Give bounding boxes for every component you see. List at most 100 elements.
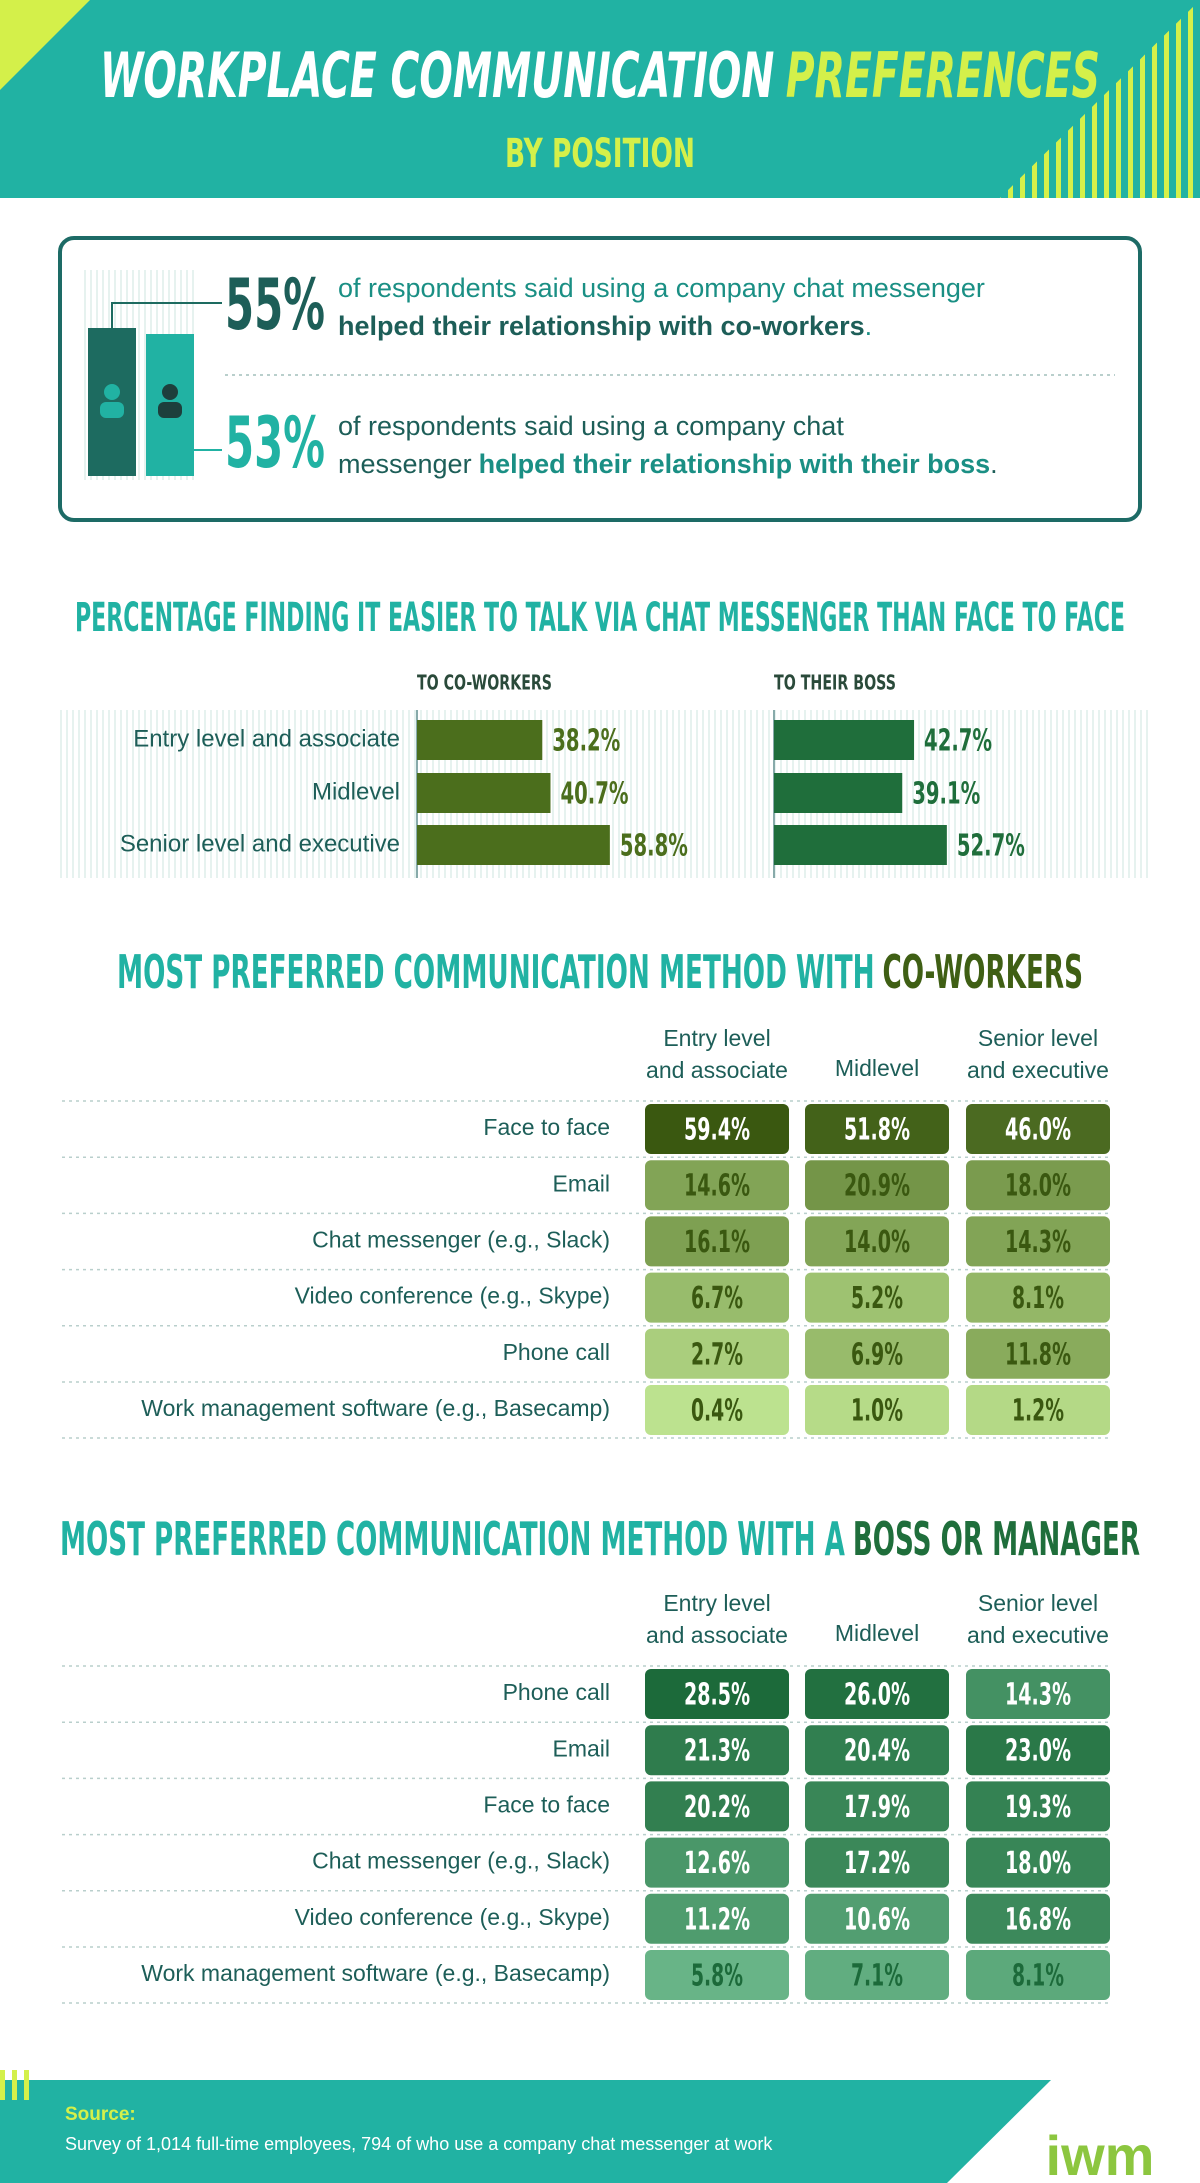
heat-cell bbox=[645, 1328, 789, 1379]
cell-value: 17.9% bbox=[844, 1790, 910, 1825]
heat-cell bbox=[805, 1104, 949, 1154]
title-accent: PREFERENCES bbox=[786, 39, 1100, 112]
header-decor bbox=[1000, 0, 1200, 198]
cell-value: 28.5% bbox=[684, 1678, 750, 1713]
heat-cell bbox=[645, 1104, 789, 1154]
stat-emphasis: helped their relationship with co-worker… bbox=[338, 311, 865, 341]
stat-text: of respondents said using a company chat bbox=[338, 411, 844, 441]
table-title-accent: CO-WORKERS bbox=[883, 945, 1083, 999]
heat-cell bbox=[966, 1385, 1110, 1435]
heat-cell bbox=[645, 1669, 789, 1719]
bar bbox=[417, 720, 543, 760]
cell-value: 23.0% bbox=[1005, 1734, 1071, 1769]
row-label: Video conference (e.g., Skype) bbox=[295, 1283, 610, 1309]
cell-value: 26.0% bbox=[844, 1678, 910, 1713]
heat-cell bbox=[645, 1160, 789, 1211]
cell-value: 1.0% bbox=[851, 1394, 903, 1429]
heat-cell bbox=[645, 1893, 789, 1944]
cell-value: 16.1% bbox=[684, 1225, 750, 1260]
column-header: and associate bbox=[646, 1057, 788, 1083]
row-label: Face to face bbox=[483, 1114, 610, 1140]
row-label: Face to face bbox=[483, 1791, 610, 1817]
value-label: 39.1% bbox=[912, 777, 980, 812]
heat-cell bbox=[805, 1328, 949, 1379]
heat-cell bbox=[805, 1725, 949, 1776]
cell-value: 19.3% bbox=[1005, 1790, 1071, 1825]
value-label: 52.7% bbox=[957, 829, 1025, 864]
category-label: Entry level and associate bbox=[133, 725, 400, 752]
heat-cell bbox=[966, 1725, 1110, 1776]
row-label: Email bbox=[552, 1170, 610, 1196]
stat-emphasis: helped their relationship with their bos… bbox=[479, 449, 991, 479]
footer-band bbox=[0, 2080, 1051, 2183]
icon-person bbox=[104, 384, 120, 400]
heat-cell bbox=[805, 1272, 949, 1323]
column-header: and executive bbox=[967, 1057, 1109, 1083]
heat-cell bbox=[645, 1950, 789, 2000]
cell-value: 46.0% bbox=[1005, 1113, 1071, 1148]
cell-value: 10.6% bbox=[844, 1902, 910, 1937]
value-label: 42.7% bbox=[924, 724, 992, 759]
bar bbox=[417, 825, 610, 865]
heat-cell bbox=[966, 1272, 1110, 1323]
row-label: Work management software (e.g., Basecamp… bbox=[141, 1960, 610, 1986]
footer-decor bbox=[0, 2070, 34, 2100]
cell-value: 14.6% bbox=[684, 1169, 750, 1204]
table-title-main: MOST PREFERRED COMMUNICATION METHOD WITH… bbox=[60, 1512, 845, 1566]
category-label: Midlevel bbox=[312, 778, 400, 805]
cell-value: 14.0% bbox=[844, 1225, 910, 1260]
heat-cell bbox=[805, 1385, 949, 1435]
row-label: Work management software (e.g., Basecamp… bbox=[141, 1395, 610, 1421]
table-title: MOST PREFERRED COMMUNICATION METHOD WITH… bbox=[60, 1512, 1140, 1566]
stat-phrase: messenger bbox=[338, 449, 472, 479]
cell-value: 0.4% bbox=[691, 1394, 743, 1429]
stat-text: helped their relationship with co-worker… bbox=[338, 311, 872, 341]
source-label: Source: bbox=[65, 2104, 136, 2125]
value-label: 58.8% bbox=[620, 829, 688, 864]
heat-cell bbox=[966, 1160, 1110, 1211]
cell-value: 17.2% bbox=[844, 1846, 910, 1881]
cell-value: 6.9% bbox=[851, 1337, 903, 1372]
logo: iwm bbox=[1046, 2124, 1155, 2183]
bar bbox=[774, 773, 903, 813]
stat-figure: 55% bbox=[225, 264, 325, 346]
subtitle: BY POSITION bbox=[505, 131, 695, 177]
column-header: and executive bbox=[967, 1622, 1109, 1648]
heat-cell bbox=[966, 1216, 1110, 1267]
cell-value: 12.6% bbox=[684, 1846, 750, 1881]
heat-cell bbox=[645, 1216, 789, 1267]
heat-cell bbox=[966, 1328, 1110, 1379]
heat-cell bbox=[645, 1837, 789, 1888]
cell-value: 11.2% bbox=[684, 1902, 750, 1937]
row-label: Phone call bbox=[503, 1339, 610, 1365]
row-label: Email bbox=[552, 1735, 610, 1761]
heat-cell bbox=[966, 1669, 1110, 1719]
stat-text: of respondents said using a company chat… bbox=[338, 273, 985, 303]
cell-value: 14.3% bbox=[1005, 1678, 1071, 1713]
header-decor bbox=[0, 0, 90, 90]
icon-person bbox=[162, 384, 178, 400]
cell-value: 11.8% bbox=[1005, 1337, 1071, 1372]
cell-value: 20.2% bbox=[684, 1790, 750, 1825]
stat-text: messenger helped their relationship with … bbox=[338, 449, 998, 479]
value-label: 40.7% bbox=[560, 777, 628, 812]
cell-value: 2.7% bbox=[691, 1337, 743, 1372]
cell-value: 7.1% bbox=[851, 1959, 903, 1994]
heat-cell bbox=[805, 1950, 949, 2000]
stat-phrase: of respondents said using a company chat… bbox=[338, 273, 985, 303]
column-header: Entry level bbox=[663, 1025, 770, 1051]
cell-value: 20.4% bbox=[844, 1734, 910, 1769]
column-header: Senior level bbox=[978, 1025, 1098, 1051]
cell-value: 16.8% bbox=[1005, 1902, 1071, 1937]
stat-box bbox=[58, 236, 1142, 522]
heat-cell bbox=[805, 1216, 949, 1267]
heat-cell bbox=[805, 1837, 949, 1888]
table-title: MOST PREFERRED COMMUNICATION METHOD WITH… bbox=[117, 945, 1083, 999]
cell-value: 51.8% bbox=[844, 1113, 910, 1148]
heat-cell bbox=[645, 1725, 789, 1776]
row-label: Video conference (e.g., Skype) bbox=[295, 1904, 610, 1930]
cell-value: 20.9% bbox=[844, 1169, 910, 1204]
cell-value: 8.1% bbox=[1012, 1959, 1064, 1994]
stat-phrase: of respondents said using a company chat bbox=[338, 411, 844, 441]
